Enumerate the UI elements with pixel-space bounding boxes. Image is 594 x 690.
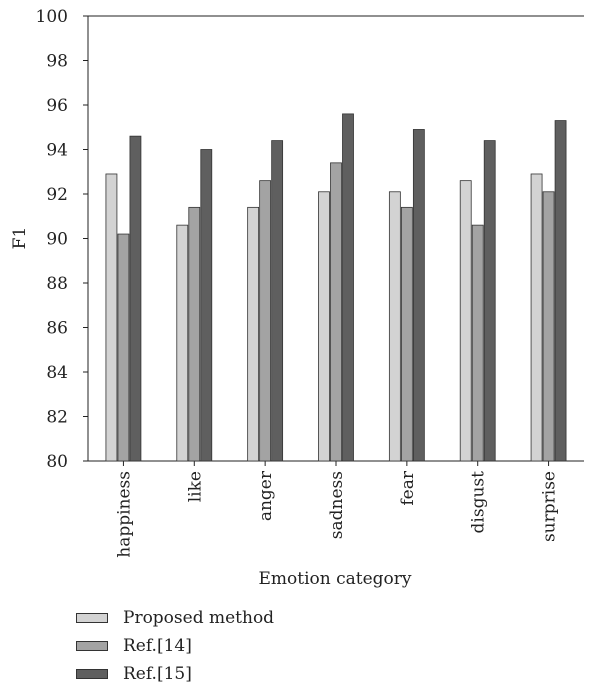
y-tick-label: 90: [46, 230, 68, 250]
y-tick-label: 86: [46, 319, 68, 339]
y-axis: 80 82 84 86 88 90 92 94 96 98 100: [36, 7, 89, 472]
y-tick-label: 88: [46, 274, 68, 294]
bar-happiness-2: [117, 233, 130, 462]
bar-anger-3: [271, 140, 284, 462]
bar-disgust-2: [471, 224, 484, 462]
y-tick-label: 80: [46, 452, 68, 472]
y-axis-title: F1: [10, 227, 30, 250]
bars: [105, 113, 567, 462]
y-tick-label: 84: [46, 363, 68, 383]
bar-sadness-3: [342, 113, 354, 462]
legend-swatch-ref15: [76, 669, 108, 679]
x-tick-label: like: [185, 471, 205, 502]
y-tick-label: 100: [36, 7, 68, 27]
bar-surprise-1: [530, 173, 543, 462]
legend-swatch-ref14: [76, 641, 108, 651]
legend-swatch-proposed: [76, 613, 108, 623]
x-tick-label: surprise: [540, 471, 560, 542]
bar-disgust-3: [483, 140, 496, 462]
bar-like-3: [200, 149, 213, 462]
x-tick-label: happiness: [114, 471, 134, 558]
bar-disgust-1: [459, 180, 472, 462]
bar-sadness-1: [318, 191, 330, 462]
bar-happiness-3: [129, 135, 142, 462]
bar-anger-2: [259, 180, 272, 462]
bar-fear-3: [412, 129, 425, 462]
bar-happiness-1: [105, 173, 118, 462]
y-tick-label: 96: [46, 96, 68, 116]
bar-like-1: [176, 224, 189, 462]
x-tick-label: fear: [398, 470, 418, 505]
y-tick-label: 92: [46, 185, 68, 205]
bar-like-2: [188, 206, 201, 462]
bar-surprise-3: [554, 120, 567, 462]
bar-sadness-2: [330, 162, 342, 462]
bar-fear-1: [388, 191, 401, 462]
bar-surprise-2: [542, 191, 555, 462]
legend-label-ref14: Ref.[14]: [123, 636, 192, 656]
chart: 80 82 84 86 88 90 92 94 96 98 100 happiness like ang…: [10, 7, 584, 589]
x-axis-title: Emotion category: [258, 569, 411, 589]
bar-anger-1: [247, 206, 260, 462]
legend-label-ref15: Ref.[15]: [123, 664, 192, 684]
y-tick-label: 94: [46, 141, 68, 161]
y-tick-label: 98: [46, 52, 68, 72]
y-tick-label: 82: [46, 408, 68, 428]
x-tick-label: sadness: [327, 471, 347, 539]
x-tick-label: disgust: [469, 471, 489, 534]
x-tick-label: anger: [256, 470, 276, 521]
legend-label-proposed: Proposed method: [123, 608, 275, 628]
bar-fear-2: [400, 206, 413, 462]
